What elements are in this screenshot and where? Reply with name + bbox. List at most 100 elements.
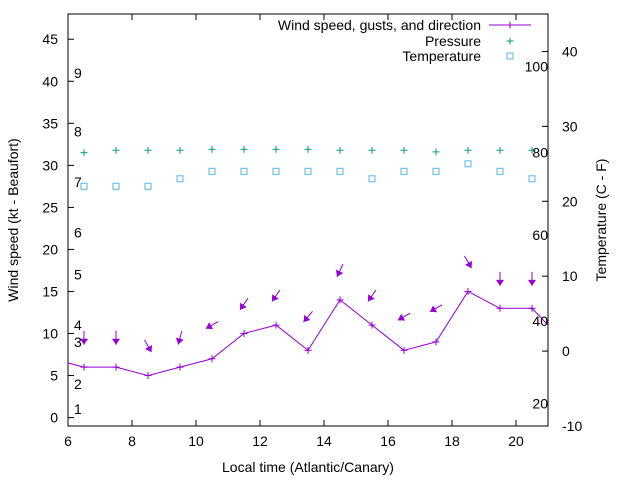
gust-arrow <box>144 339 152 353</box>
x-tick-label: 16 <box>380 433 396 449</box>
gust-arrow-head <box>429 305 438 313</box>
gust-arrow-head <box>80 338 88 345</box>
gust-arrow <box>80 330 88 345</box>
beaufort-label: 9 <box>74 65 82 81</box>
pressure-point <box>112 146 120 154</box>
temperature-point <box>304 167 312 175</box>
beaufort-label: 2 <box>74 376 82 392</box>
wind-speed-point <box>272 321 280 329</box>
temperature-point <box>368 175 376 183</box>
y-tick-label: 40 <box>42 73 58 89</box>
wind-speed-line <box>68 290 548 377</box>
y2-tick-label: 0 <box>562 343 570 359</box>
beaufort-label: 3 <box>74 334 82 350</box>
beaufort-label: 1 <box>74 401 82 417</box>
gust-arrow-head <box>465 260 472 269</box>
beaufort-label: 8 <box>74 124 82 140</box>
x-tick-label: 14 <box>316 433 332 449</box>
pressure-point <box>464 146 472 154</box>
gust-arrow-head <box>335 269 344 277</box>
wind-speed-point <box>432 338 440 346</box>
y-tick-label: 45 <box>42 31 58 47</box>
pressure-point <box>176 146 184 154</box>
gust-arrow-head <box>397 313 406 321</box>
x-axis-label: Local time (Atlantic/Canary) <box>222 459 394 475</box>
y2-tick-label: 10 <box>562 268 578 284</box>
temperature-point <box>336 167 344 175</box>
beaufort-label: 4 <box>74 317 82 333</box>
gust-arrow-head <box>528 279 536 286</box>
y-tick-label: 35 <box>42 115 58 131</box>
wind-speed-point <box>464 287 472 295</box>
gust-arrow-head <box>239 302 247 310</box>
temperature-point <box>272 167 280 175</box>
wind-speed-point <box>80 363 88 371</box>
temperature-point <box>208 167 216 175</box>
x-tick-label: 20 <box>508 433 524 449</box>
gust-arrow-head <box>496 279 504 286</box>
legend-marker-temperature <box>506 52 514 60</box>
fahrenheit-label: 60 <box>532 227 548 243</box>
temperature-point <box>176 175 184 183</box>
y2-tick-label: 40 <box>562 43 578 59</box>
y-tick-label: 25 <box>42 199 58 215</box>
temperature-point <box>496 167 504 175</box>
wind-speed-point <box>304 346 312 354</box>
wind-speed-point <box>208 355 216 363</box>
x-tick-label: 6 <box>64 433 72 449</box>
fahrenheit-label: 100 <box>525 58 549 74</box>
beaufort-label: 6 <box>74 225 82 241</box>
y-tick-label: 15 <box>42 283 58 299</box>
y2-tick-label: 20 <box>562 193 578 209</box>
pressure-point <box>272 145 280 153</box>
pressure-point <box>144 146 152 154</box>
x-tick-label: 10 <box>188 433 204 449</box>
temperature-point <box>240 167 248 175</box>
y-tick-label: 10 <box>42 326 58 342</box>
pressure-point <box>80 149 88 157</box>
pressure-point <box>496 146 504 154</box>
pressure-point <box>304 145 312 153</box>
y2-tick-label: -10 <box>562 418 582 434</box>
gust-arrow <box>367 289 377 302</box>
temperature-point <box>464 160 472 168</box>
gust-arrow-head <box>303 314 311 323</box>
pressure-point <box>432 148 440 156</box>
gust-arrow <box>464 255 472 269</box>
legend-label-pressure: Pressure <box>425 33 481 49</box>
pressure-point <box>528 146 536 154</box>
temperature-point <box>112 182 120 190</box>
y-tick-label: 20 <box>42 241 58 257</box>
wind-speed-point <box>336 296 344 304</box>
pressure-point <box>240 145 248 153</box>
wind-speed-point <box>49 355 56 362</box>
pressure-point <box>336 146 344 154</box>
legend-marker-wind <box>506 21 514 29</box>
gust-arrow-head <box>205 322 214 330</box>
gust-arrow-head <box>175 337 184 345</box>
wind-speed-point <box>112 363 120 371</box>
gust-arrow-head <box>367 294 375 302</box>
temperature-point <box>400 167 408 175</box>
beaufort-label: 5 <box>74 267 82 283</box>
fahrenheit-label: 80 <box>532 145 548 161</box>
wind-speed-point <box>176 363 184 371</box>
legend-label-wind: Wind speed, gusts, and direction <box>278 17 481 33</box>
temperature-point <box>528 175 536 183</box>
fahrenheit-label: 40 <box>532 313 548 329</box>
pressure-point <box>208 145 216 153</box>
fahrenheit-label: 20 <box>532 396 548 412</box>
plot-frame <box>67 13 549 427</box>
temperature-point <box>432 167 440 175</box>
gust-arrow <box>303 311 313 323</box>
gust-arrow <box>496 271 504 286</box>
pressure-point <box>400 146 408 154</box>
y-tick-label: 0 <box>50 410 58 426</box>
wind-speed-point <box>528 304 536 312</box>
beaufort-label: 7 <box>74 174 82 190</box>
gust-arrow-head <box>271 294 279 302</box>
pressure-point <box>368 146 376 154</box>
x-tick-label: 12 <box>252 433 268 449</box>
gust-arrow <box>335 263 344 278</box>
